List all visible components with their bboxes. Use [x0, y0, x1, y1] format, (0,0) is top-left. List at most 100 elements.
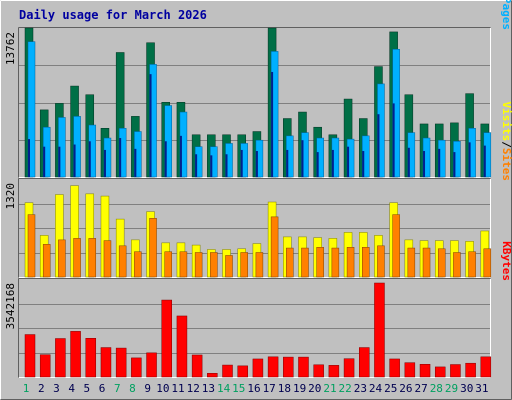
bar-pages-day-8 [134, 148, 137, 177]
bar-kbytes-day-31 [480, 356, 492, 378]
legend-kbytes: KBytes [500, 241, 512, 281]
bar-sites-day-8 [134, 251, 142, 278]
bar-kbytes-day-9 [146, 352, 157, 378]
bar-pages-day-10 [164, 141, 167, 177]
legend-kbytes: KBytes [500, 241, 512, 281]
bar-sites-day-14 [225, 255, 233, 278]
bar-pages-day-24 [377, 114, 380, 177]
bar-sites-day-22 [346, 247, 355, 278]
bar-kbytes-day-15 [237, 365, 248, 378]
bar-kbytes-day-20 [313, 364, 324, 378]
legend-visits-sites: Visits/Sites [500, 102, 512, 182]
bar-sites-day-7 [118, 245, 127, 278]
bar-sites-day-11 [179, 251, 188, 278]
bar-sites-day-23 [362, 247, 370, 278]
tick-label-day-20: 20 [308, 382, 321, 395]
bar-pages-day-16 [255, 151, 258, 177]
bar-kbytes-day-10 [161, 299, 172, 378]
tick-label-day-19: 19 [293, 382, 306, 395]
bar-pages-day-3 [58, 146, 61, 177]
bar-sites-day-28 [437, 248, 446, 278]
bar-sites-day-16 [255, 252, 264, 278]
bar-pages-day-15 [240, 149, 243, 177]
tick-label-day-2: 2 [38, 382, 45, 395]
bar-pages-day-12 [195, 154, 198, 177]
bar-pages-day-5 [88, 141, 91, 177]
tick-label-day-23: 23 [354, 382, 367, 395]
tick-label-day-1: 1 [23, 382, 30, 395]
bar-sites-day-1 [27, 214, 36, 278]
bar-sites-day-5 [88, 238, 97, 278]
bar-sites-day-18 [286, 247, 294, 278]
tick-label-day-21: 21 [323, 382, 336, 395]
bar-pages-day-4 [73, 144, 76, 177]
tick-label-day-22: 22 [339, 382, 352, 395]
tick-label-day-5: 5 [84, 382, 91, 395]
bar-sites-day-12 [194, 252, 203, 278]
bar-sites-day-3 [58, 239, 66, 278]
bar-kbytes-day-14 [222, 364, 233, 378]
bar-kbytes-day-25 [389, 358, 400, 378]
tick-label-day-31: 31 [475, 382, 488, 395]
tick-label-day-15: 15 [232, 382, 245, 395]
bar-kbytes-day-13 [207, 373, 218, 378]
bar-pages-day-29 [453, 152, 456, 177]
tick-label-day-8: 8 [129, 382, 136, 395]
bar-pages-day-1 [28, 139, 30, 177]
bar-kbytes-day-4 [70, 331, 81, 378]
bar-pages-day-9 [149, 74, 152, 177]
bar-pages-day-27 [423, 151, 426, 177]
y-max-visits: 1320 [4, 183, 17, 210]
bar-pages-day-20 [316, 152, 319, 177]
bar-pages-day-28 [438, 148, 441, 177]
bar-sites-day-26 [407, 247, 416, 278]
legend-sites: Sites [500, 148, 512, 181]
bar-sites-day-20 [316, 247, 324, 278]
day-labels: 1 2 3 4 5 6 7 8 9 10 11 12 13 14 15 16 17 18 19 20 21 22 23 24 2… [23, 382, 489, 395]
y-max-hits: 13762 [4, 32, 17, 65]
bar-pages-day-30 [468, 142, 471, 177]
bar-kbytes-day-29 [450, 364, 461, 378]
bar-kbytes-day-1 [24, 334, 36, 378]
bar-sites-day-4 [73, 238, 81, 278]
legend-pages: Pages [500, 0, 512, 30]
bar-pages-day-23 [362, 151, 365, 177]
bar-sites-day-21 [331, 247, 340, 278]
bar-sites-day-24 [377, 245, 385, 278]
bar-pages-day-17 [271, 71, 274, 177]
bar-sites-day-29 [453, 252, 461, 278]
tick-label-day-29: 29 [445, 382, 458, 395]
bar-kbytes-day-28 [434, 366, 446, 378]
legend-visits: Visits [500, 102, 512, 142]
bar-sites-day-9 [149, 218, 157, 278]
bar-kbytes-day-30 [465, 362, 476, 378]
tick-label-day-3: 3 [53, 382, 60, 395]
bar-sites-day-17 [270, 216, 279, 278]
tick-label-day-4: 4 [68, 382, 75, 395]
tick-label-day-17: 17 [263, 382, 276, 395]
bar-pages-day-22 [347, 146, 350, 177]
tick-label-day-9: 9 [144, 382, 151, 395]
tick-label-day-12: 12 [187, 382, 200, 395]
bar-sites-day-15 [240, 252, 248, 278]
tick-label-day-28: 28 [430, 382, 443, 395]
bar-kbytes-day-11 [176, 315, 188, 378]
bar-files-day-1 [27, 41, 36, 178]
bar-kbytes-day-27 [419, 364, 431, 378]
bar-sites-day-30 [468, 251, 476, 278]
tick-label-day-10: 10 [156, 382, 169, 395]
tick-label-day-25: 25 [384, 382, 397, 395]
bar-sites-day-13 [210, 252, 218, 278]
tick-label-day-11: 11 [171, 382, 184, 395]
bar-sites-day-19 [301, 247, 309, 278]
bar-sites-day-27 [422, 247, 431, 278]
chart-title: Daily usage for March 2026 [19, 8, 207, 22]
bar-kbytes-day-16 [252, 358, 264, 378]
bar-kbytes-day-18 [283, 356, 294, 378]
plot-area: 13762 Hits/Files/Pages 1320 Visits/Sites 354… [4, 0, 512, 378]
bar-sites-day-25 [392, 214, 400, 278]
bar-pages-day-21 [331, 149, 334, 177]
bar-kbytes-day-7 [115, 347, 127, 378]
bar-kbytes-day-6 [100, 347, 112, 378]
